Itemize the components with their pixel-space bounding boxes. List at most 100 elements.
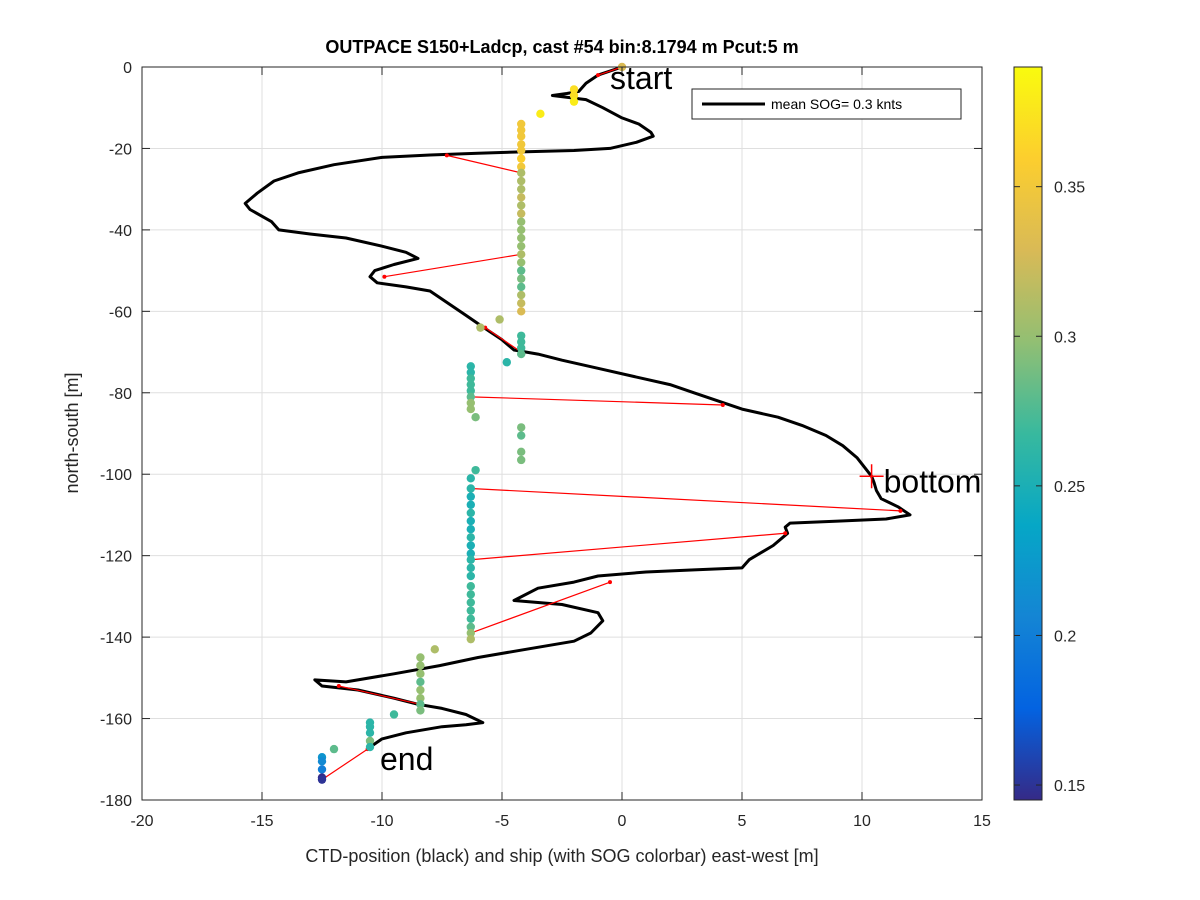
x-axis-label: CTD-position (black) and ship (with SOG … [305,846,818,866]
link-ctd-marker [608,580,612,585]
link-line [470,532,786,561]
ship-point [466,571,475,581]
x-tick-label: -15 [250,813,273,830]
ship-point [517,447,526,457]
x-tick-label: 0 [618,813,627,830]
ship-point [466,362,475,371]
link-line [321,748,368,781]
ship-point [466,508,475,518]
y-tick-label: -60 [109,304,132,321]
ship-point [466,582,475,591]
y-tick-label: -100 [100,467,132,484]
ship-point [517,217,526,226]
x-tick-label: 10 [853,813,871,830]
ship-point [569,91,579,100]
ship-point [466,398,475,408]
x-tick-label: 15 [973,813,991,830]
ship-point [517,233,526,243]
ship-point [517,132,526,141]
ship-point [466,563,475,573]
chart-title: OUTPACE S150+Ladcp, cast #54 bin:8.1794 … [325,37,798,57]
ship-point [466,606,475,615]
ship-point [502,358,511,367]
ship-point [517,250,526,259]
ship-point [517,154,526,163]
x-tick-label: -10 [370,813,393,830]
ship-point [466,474,475,483]
x-tick-labels: -20 -15 -10 -5 0 5 10 15 [130,813,991,830]
ctd-track-line [243,65,912,749]
ship-point [517,331,526,340]
ship-point [466,524,475,534]
link-ctd-marker [783,531,788,536]
ship-point [517,349,526,359]
ship-point [471,465,480,475]
ship-point [317,775,327,784]
y-tick-label: 0 [123,60,132,77]
ship-points [317,62,627,784]
ctd-track [243,65,912,749]
link-line [470,487,901,512]
y-tick-label: -20 [109,141,132,158]
ship-point [416,677,425,687]
ship-point [517,241,526,251]
ship-point [517,343,526,353]
annotation-start: start [610,60,672,96]
ship-point [416,669,425,678]
link-line [470,581,611,634]
ship-point [517,307,526,316]
ship-point [517,146,526,155]
plot-frame [141,66,983,801]
ship-point [466,598,475,607]
y-tick-label: -180 [100,793,132,810]
ship-point [569,85,579,94]
ship-point [569,97,579,106]
link-ctd-marker [596,73,600,78]
ship-point [466,533,475,542]
ship-point [416,653,425,662]
link-ctd-marker [720,402,725,407]
y-axis-label: north-south [m] [62,372,82,493]
ship-point [466,484,475,493]
legend-box [691,88,962,120]
ship-point [466,404,475,414]
ship-point [416,706,425,715]
ship-point [466,500,475,509]
ship-point [466,614,475,623]
ship-point [317,765,327,774]
annotation-bottom: bottom [884,463,982,499]
ship-point [517,176,526,186]
ship-point [517,193,526,202]
plot-area [142,67,982,800]
ship-point [517,258,526,267]
ship-point [466,634,475,644]
ship-point [329,744,339,754]
ship-point [517,282,526,292]
link-ctd-marker [898,508,903,513]
link-line [446,154,522,174]
ship-point [466,392,475,402]
ship-point [517,162,526,171]
ship-point [517,266,526,275]
legend: mean SOG= 0.3 knts [691,88,962,120]
ship-point [430,645,439,654]
ship-point [416,661,425,670]
ship-point [495,315,504,324]
ship-point [476,323,485,332]
colorbar-ticks: 0.15 0.2 0.25 0.3 0.35 [1014,180,1085,795]
colorbar-tick-label: 0.3 [1054,329,1076,346]
y-tick-label: -160 [100,712,132,729]
ship-point [317,757,327,766]
colorbar-tick-label: 0.25 [1054,479,1085,496]
annotation-end: end [380,741,433,777]
ship-point [517,119,526,129]
ship-point [365,742,375,752]
ship-point [466,549,475,558]
ship-point [517,184,526,194]
ship-point [466,368,475,377]
x-tick-label: -20 [130,813,153,830]
ship-point [416,693,425,703]
colorbar-tick-label: 0.2 [1054,628,1076,645]
x-tick-label: 5 [738,813,747,830]
